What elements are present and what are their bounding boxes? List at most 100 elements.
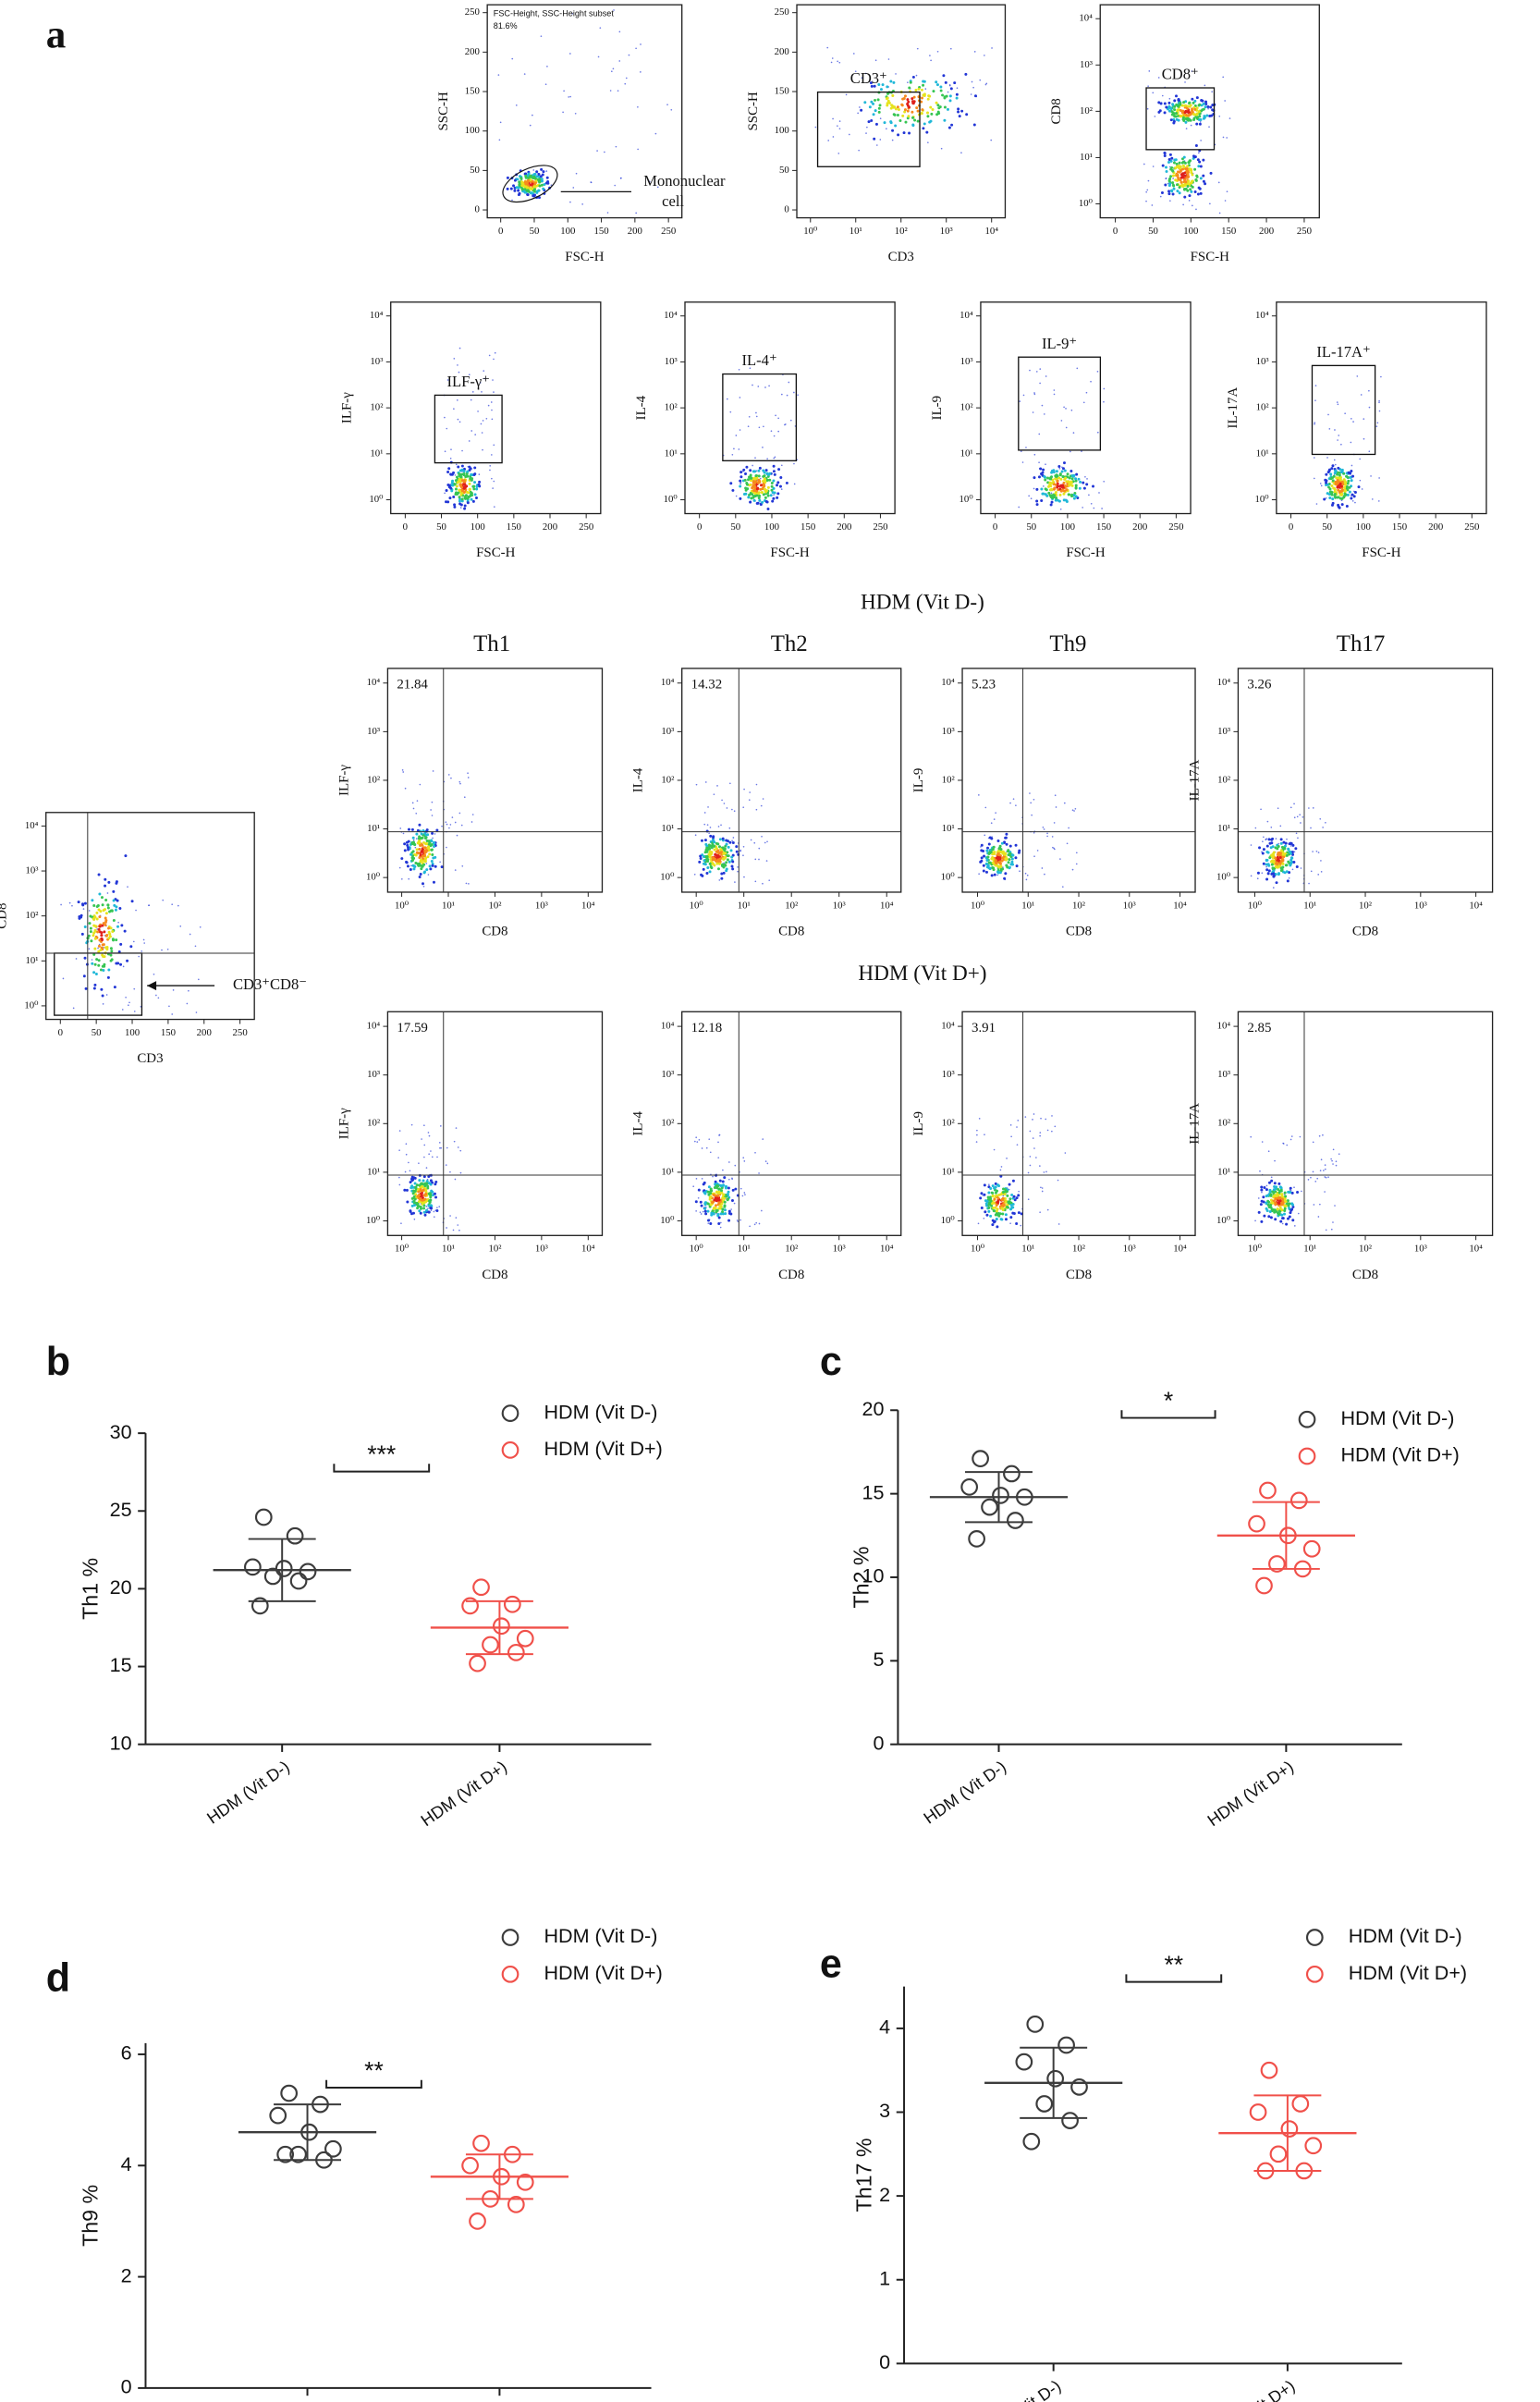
event-dot — [426, 1186, 430, 1190]
event-dot — [1325, 821, 1326, 824]
event-dot — [713, 1198, 716, 1202]
data-point — [1003, 1464, 1021, 1483]
event-dot — [449, 1215, 451, 1217]
event-dot — [456, 399, 458, 401]
event-dot — [110, 909, 114, 913]
event-dot — [1011, 1211, 1015, 1215]
event-dot — [1180, 104, 1184, 107]
gate-label: CD8⁺ — [1162, 66, 1199, 83]
legend-marker — [501, 1441, 519, 1459]
event-dot — [987, 1185, 991, 1189]
event-dot — [104, 912, 108, 915]
event-dot — [752, 480, 756, 484]
event-dot — [1165, 105, 1168, 109]
event-dot — [1326, 471, 1330, 474]
event-dot — [875, 144, 878, 146]
event-dot — [1280, 1193, 1284, 1196]
event-dot — [1200, 104, 1204, 107]
event-dot — [903, 108, 907, 112]
event-dot — [903, 94, 907, 98]
data-point — [1061, 2112, 1079, 2129]
event-dot — [1003, 1196, 1007, 1200]
y-tick-label: 10⁴ — [25, 820, 39, 831]
event-dot — [1172, 187, 1176, 190]
event-dot — [721, 1180, 725, 1183]
event-dot — [1316, 1177, 1319, 1180]
event-dot — [428, 864, 432, 868]
event-dot — [635, 212, 637, 214]
event-dot — [763, 487, 766, 491]
event-dot — [793, 462, 795, 465]
event-dot — [590, 181, 593, 184]
event-dot — [1256, 871, 1260, 875]
event-dot — [1199, 121, 1202, 123]
data-point — [472, 2134, 490, 2152]
event-dot — [727, 1209, 731, 1213]
event-dot — [1278, 1206, 1282, 1209]
quadrant-value: 3.26 — [1247, 678, 1272, 692]
event-dot — [1185, 176, 1189, 179]
y-tick-label: 10¹ — [1256, 447, 1269, 459]
event-dot — [1190, 190, 1193, 193]
event-dot — [459, 507, 462, 509]
event-dot — [1182, 188, 1186, 191]
event-dot — [1050, 482, 1054, 485]
event-dot — [1343, 485, 1347, 489]
event-dot — [1183, 174, 1187, 178]
event-dot — [424, 842, 428, 846]
event-dot — [1204, 182, 1207, 186]
event-dot — [470, 472, 473, 476]
event-dot — [1226, 137, 1228, 139]
event-dot — [786, 394, 788, 397]
event-dot — [739, 471, 743, 474]
x-axis-label: CD8 — [1352, 1268, 1378, 1282]
y-tick-label: 10¹ — [367, 823, 380, 834]
event-dot — [537, 196, 541, 200]
event-dot — [886, 85, 889, 89]
event-dot — [1056, 485, 1059, 489]
x-axis-label: FSC-H — [1066, 545, 1105, 560]
gate-label: IL-17A⁺ — [1316, 343, 1370, 361]
event-dot — [1285, 853, 1289, 857]
event-dot — [1256, 877, 1259, 880]
event-dot — [996, 864, 1000, 868]
event-dot — [719, 1184, 723, 1188]
event-dot — [1274, 1197, 1277, 1201]
x-tick-label: 10³ — [535, 900, 549, 911]
event-dot — [1206, 104, 1210, 108]
event-dot — [453, 483, 457, 486]
event-dot — [711, 1200, 715, 1204]
event-dot — [732, 837, 735, 839]
x-tick-label: 100 — [1060, 521, 1075, 533]
event-dot — [920, 88, 923, 92]
event-dot — [889, 106, 893, 110]
y-tick-label: 10¹ — [370, 447, 383, 459]
x-tick-label: 10³ — [535, 1244, 549, 1255]
y-axis-label: IL-17A — [1187, 1103, 1202, 1145]
event-dot — [429, 1206, 433, 1209]
x-tick-label: 10⁴ — [984, 226, 998, 237]
event-dot — [979, 1196, 983, 1200]
event-dot — [425, 863, 428, 864]
event-dot — [999, 864, 1003, 868]
event-dot — [1001, 867, 1005, 871]
event-dot — [471, 814, 474, 815]
event-dot — [533, 185, 537, 189]
event-dot — [1168, 177, 1172, 180]
event-dot — [1368, 450, 1371, 453]
event-dot — [463, 507, 467, 510]
event-dot — [704, 842, 708, 846]
event-dot — [1075, 472, 1079, 476]
event-dot — [1289, 1208, 1293, 1212]
data-point — [1255, 1576, 1273, 1595]
event-dot — [522, 184, 526, 188]
event-dot — [1378, 477, 1380, 479]
event-dot — [409, 852, 413, 856]
event-dot — [1185, 114, 1189, 117]
event-dot — [1324, 1191, 1326, 1193]
event-dot — [727, 854, 730, 858]
event-dot — [445, 489, 448, 492]
event-dot — [420, 1185, 423, 1189]
event-dot — [490, 454, 493, 456]
event-dot — [1191, 173, 1194, 177]
